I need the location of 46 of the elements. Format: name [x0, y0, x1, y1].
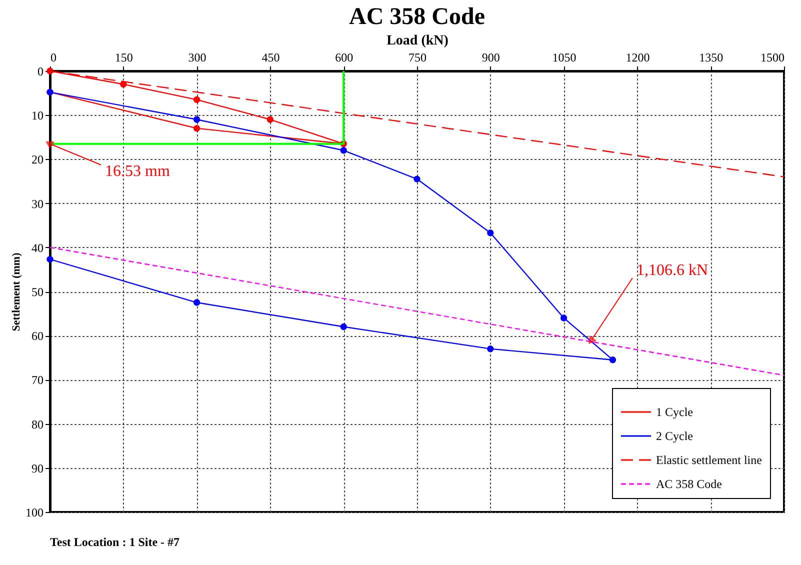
y-tick-label: 60 [32, 329, 44, 344]
chart-title: AC 358 Code [349, 4, 486, 30]
x-tick-label: 1500 [760, 50, 784, 64]
point [560, 314, 568, 322]
x-tick-label: 450 [262, 50, 280, 64]
x-tick-label: 0 [50, 50, 56, 64]
x-tick-label: 1200 [626, 50, 650, 64]
y-tick-label: 50 [32, 285, 44, 299]
y-tick-label: 40 [32, 240, 44, 255]
legend-label: Elastic settlement line [656, 453, 762, 467]
y-tick-label: 80 [32, 417, 44, 432]
x-tick-label: 750 [408, 50, 426, 64]
y-tick-label: 90 [32, 461, 44, 476]
legend-label: 2 Cycle [656, 429, 693, 443]
x-tick-label: 1050 [552, 50, 576, 64]
legend-label: AC 358 Code [656, 477, 722, 491]
point [120, 80, 127, 88]
annotation: 16.53 mm [105, 162, 170, 180]
y-tick-label: 70 [32, 373, 44, 388]
point [46, 256, 54, 263]
point [609, 356, 616, 364]
y-tick-label: 30 [32, 196, 44, 211]
point [193, 299, 200, 306]
x-tick-label: 1350 [699, 50, 724, 64]
y-tick-label: 20 [32, 152, 44, 167]
point [487, 230, 494, 236]
y-tick-label: 10 [32, 108, 44, 123]
x-tick-label: 150 [114, 50, 133, 64]
point [193, 124, 200, 132]
y-axis-title: Settlement (mm) [10, 252, 22, 332]
x-tick-label: 900 [482, 50, 500, 64]
annotation: 1,106.6 kN [636, 262, 708, 280]
x-tick-label: 300 [188, 50, 206, 64]
point [193, 116, 200, 123]
x-axis-title: Load (kN) [386, 34, 449, 48]
point [266, 116, 274, 123]
point [193, 96, 200, 104]
y-tick-label: 0 [38, 64, 44, 78]
point [414, 176, 420, 182]
x-tick-label: 600 [335, 50, 354, 64]
text: Test Location : 1 Site - #7 [50, 535, 180, 549]
legend-label: 1 Cycle [656, 405, 693, 419]
point [340, 147, 347, 154]
point [340, 323, 347, 330]
y-tick-label: 100 [26, 506, 44, 520]
point [487, 345, 494, 352]
